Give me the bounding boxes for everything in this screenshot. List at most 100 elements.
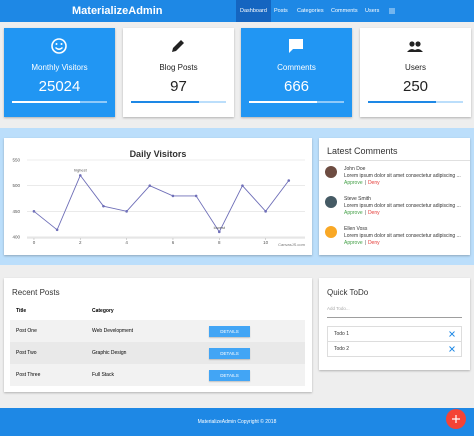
stat-icon	[51, 38, 67, 54]
post-cell: Graphic Design	[92, 350, 127, 356]
point-label: highest	[74, 167, 88, 172]
comment-actions: Approve | Deny	[344, 210, 380, 216]
point	[148, 184, 152, 187]
progress-bar	[131, 101, 200, 103]
post-cell: Post Three	[16, 372, 41, 378]
point	[171, 194, 175, 198]
todo-item: Todo 1	[327, 326, 462, 342]
stat-value: 97	[170, 78, 187, 95]
stat-icon	[172, 40, 184, 52]
progress-track	[131, 101, 226, 103]
comment-text: Lorem ipsum dolor sit amet consectetur a…	[344, 173, 461, 179]
x-tick-label: 10	[263, 240, 269, 245]
avatar	[325, 166, 337, 178]
nav-item[interactable]: Users	[365, 8, 380, 14]
y-tick-label: 550	[12, 158, 20, 163]
avatar	[325, 226, 337, 238]
comment-actions: Approve | Deny	[344, 180, 380, 186]
comment-name: Ellen Voss	[344, 226, 368, 232]
point	[125, 210, 128, 213]
footer: MaterializeAdmin Copyright © 2018	[0, 408, 474, 436]
nav-item[interactable]: Categories	[297, 8, 324, 14]
stat-value: 666	[283, 78, 310, 95]
comment-actions: Approve | Deny	[344, 240, 380, 246]
x-tick-label: 6	[172, 240, 175, 245]
post-cell: DETAILS	[203, 364, 305, 386]
stat-label: Monthly Visitors	[31, 63, 88, 72]
copyright: MaterializeAdmin Copyright © 2018	[197, 419, 277, 425]
posts-card: Recent Posts Title Category Post One Web De…	[4, 278, 312, 392]
todo-card: Quick ToDo Add Todo... Todo 1 Todo 2	[319, 278, 470, 370]
separator: |	[364, 210, 366, 216]
deny-link[interactable]: Deny	[367, 210, 380, 216]
navbar: MaterializeAdmin Dashboard Posts Categorie…	[0, 0, 474, 22]
series-line	[33, 174, 290, 233]
post-cell: Post One	[16, 328, 37, 334]
post-cell: Post Two	[16, 350, 37, 356]
point-label: lowest	[214, 225, 226, 230]
todo-title: Quick ToDo	[327, 288, 369, 297]
fab-add[interactable]	[446, 409, 466, 429]
post-row: Post Two Graphic Design DETAILS	[10, 342, 305, 364]
stat-card: Comments 666	[241, 28, 352, 117]
details-button[interactable]: DETAILS	[209, 369, 250, 381]
stat-value: 250	[402, 78, 429, 95]
details-button[interactable]: DETAILS	[209, 325, 250, 337]
nav-item[interactable]: Comments	[331, 8, 358, 14]
stat-label: Users	[405, 63, 426, 72]
y-tick-label: 400	[12, 234, 20, 239]
header-row: Title Category	[10, 302, 305, 320]
details-button[interactable]: DETAILS	[209, 347, 250, 359]
comments-title: Latest Comments	[327, 146, 398, 156]
progress-bar	[12, 101, 81, 103]
brand[interactable]: MaterializeAdmin	[72, 5, 163, 17]
separator: |	[364, 240, 366, 246]
point	[241, 184, 244, 187]
comment-text: Lorem ipsum dolor sit amet consectetur a…	[344, 233, 461, 239]
stat-label: Blog Posts	[159, 63, 198, 72]
x-tick-label: 8	[218, 240, 221, 245]
approve-link[interactable]: Approve	[344, 180, 363, 186]
divider	[319, 160, 470, 161]
approve-link[interactable]: Approve	[344, 210, 363, 216]
delete-icon[interactable]	[449, 346, 455, 352]
todo-text: Todo 1	[334, 331, 350, 337]
progress-track	[249, 101, 344, 103]
nav-item[interactable]: Dashboard	[236, 0, 271, 22]
chart-credit: CanvasJS.com	[278, 242, 306, 247]
progress-track	[368, 101, 463, 103]
stat-icon	[289, 39, 303, 53]
progress-bar	[368, 101, 437, 103]
deny-link[interactable]: Deny	[367, 180, 380, 186]
column-header: Title	[16, 308, 27, 314]
posts-title: Recent Posts	[12, 288, 60, 297]
column-header: Category	[92, 308, 114, 314]
post-cell: DETAILS	[203, 320, 305, 342]
point	[287, 179, 291, 182]
chart-card: Daily Visitors 400 450 500 550 0 2 4 6 8 10 CanvasJ…	[4, 138, 312, 255]
todo-item: Todo 2	[327, 341, 462, 357]
stat-card: Monthly Visitors 25024	[4, 28, 115, 117]
comment-name: John Doe	[344, 166, 366, 172]
point	[32, 210, 36, 213]
post-row: Post Three Full Stack DETAILS	[10, 364, 305, 386]
chart-title: Daily Visitors	[130, 149, 187, 159]
point	[55, 228, 59, 232]
avatar	[325, 196, 337, 208]
post-cell: Full Stack	[92, 372, 114, 378]
todo-input[interactable]: Add Todo...	[327, 306, 462, 318]
approve-link[interactable]: Approve	[344, 240, 363, 246]
point	[78, 174, 82, 177]
x-tick-label: 0	[33, 240, 36, 245]
x-tick-label: 4	[125, 240, 128, 245]
x-tick-label: 2	[79, 240, 82, 245]
comment-text: Lorem ipsum dolor sit amet consectetur a…	[344, 203, 461, 209]
column-header	[203, 302, 305, 320]
delete-icon[interactable]	[449, 331, 455, 337]
deny-link[interactable]: Deny	[367, 240, 380, 246]
stat-card: Users 250	[360, 28, 471, 117]
y-tick-label: 450	[12, 209, 20, 214]
menu-icon[interactable]	[389, 8, 395, 14]
nav-item[interactable]: Posts	[274, 8, 288, 14]
